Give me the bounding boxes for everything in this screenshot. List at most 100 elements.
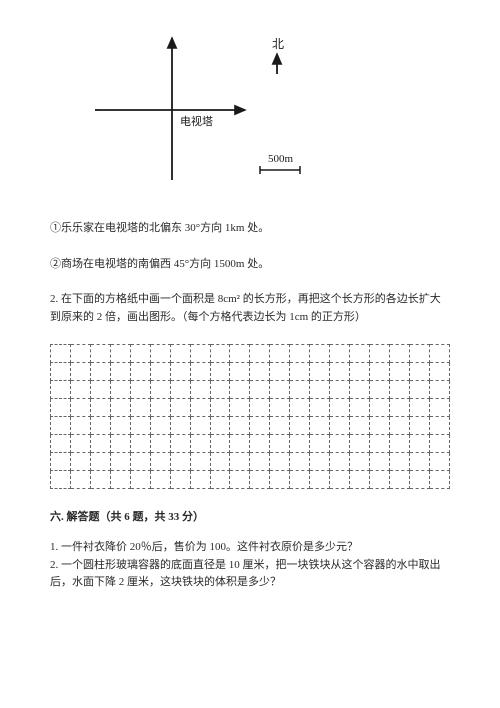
- q1-item1: ①乐乐家在电视塔的北偏东 30°方向 1km 处。: [50, 220, 450, 238]
- grid-cell: [210, 471, 230, 489]
- grid-cell: [350, 435, 370, 453]
- grid-cell: [110, 399, 130, 417]
- grid-cell: [370, 453, 390, 471]
- grid-cell: [409, 453, 429, 471]
- grid-cell: [270, 417, 290, 435]
- grid-cell: [110, 453, 130, 471]
- grid-cell: [429, 399, 449, 417]
- grid-cell: [370, 381, 390, 399]
- grid-cell: [150, 471, 170, 489]
- grid-cell: [290, 435, 310, 453]
- grid-cell: [130, 435, 150, 453]
- grid-cell: [230, 363, 250, 381]
- grid-cell: [270, 471, 290, 489]
- grid-cell: [150, 381, 170, 399]
- grid-cell: [370, 399, 390, 417]
- grid-cell: [51, 381, 71, 399]
- grid-cell: [370, 363, 390, 381]
- grid-cell: [230, 381, 250, 399]
- grid-cell: [429, 435, 449, 453]
- grid-cell: [290, 363, 310, 381]
- grid-cell: [270, 345, 290, 363]
- grid-cell: [190, 345, 210, 363]
- grid-cell: [90, 417, 110, 435]
- grid-cell: [429, 453, 449, 471]
- grid-cell: [70, 399, 90, 417]
- grid-cell: [210, 435, 230, 453]
- grid-cell: [290, 381, 310, 399]
- grid-cell: [190, 435, 210, 453]
- grid-cell: [330, 435, 350, 453]
- grid-cell: [389, 417, 409, 435]
- grid-cell: [170, 417, 190, 435]
- grid-cell: [230, 435, 250, 453]
- grid-cell: [310, 345, 330, 363]
- grid-cell: [190, 471, 210, 489]
- grid-cell: [330, 345, 350, 363]
- grid-cell: [330, 453, 350, 471]
- grid-cell: [70, 417, 90, 435]
- center-label: 电视塔: [180, 114, 213, 128]
- grid-cell: [250, 435, 270, 453]
- grid-cell: [51, 399, 71, 417]
- grid-cell: [51, 345, 71, 363]
- grid-cell: [310, 417, 330, 435]
- compass-diagram: 电视塔 北 500m: [90, 30, 330, 200]
- grid-cell: [51, 471, 71, 489]
- grid-cell: [330, 471, 350, 489]
- grid-cell: [70, 435, 90, 453]
- grid-cell: [409, 435, 429, 453]
- q6-2: 2. 一个圆柱形玻璃容器的底面直径是 10 厘米，把一块铁块从这个容器的水中取出…: [50, 557, 450, 592]
- grid-cell: [130, 345, 150, 363]
- grid-cell: [110, 417, 130, 435]
- grid-cell: [409, 399, 429, 417]
- grid-cell: [270, 435, 290, 453]
- q1-item2: ②商场在电视塔的南偏西 45°方向 1500m 处。: [50, 256, 450, 274]
- grid-cell: [250, 381, 270, 399]
- grid-cell: [90, 399, 110, 417]
- grid-cell: [389, 453, 409, 471]
- grid-cell: [230, 345, 250, 363]
- grid-cell: [330, 363, 350, 381]
- grid-cell: [130, 417, 150, 435]
- grid-cell: [429, 381, 449, 399]
- grid-cell: [310, 363, 330, 381]
- grid-cell: [70, 453, 90, 471]
- grid-cell: [310, 399, 330, 417]
- exam-page: 电视塔 北 500m ①乐乐家在电视塔的北偏东 30°方向 1km 处。 ②商场…: [0, 0, 500, 612]
- grid-cell: [230, 399, 250, 417]
- grid-cell: [330, 399, 350, 417]
- grid-cell: [90, 471, 110, 489]
- grid-cell: [170, 399, 190, 417]
- grid-cell: [170, 453, 190, 471]
- north-label: 北: [272, 37, 284, 51]
- grid-cell: [409, 381, 429, 399]
- grid-cell: [51, 453, 71, 471]
- grid-cell: [389, 381, 409, 399]
- grid-cell: [310, 471, 330, 489]
- grid-cell: [310, 435, 330, 453]
- scale-label: 500m: [268, 153, 294, 165]
- grid-cell: [230, 471, 250, 489]
- grid-cell: [250, 363, 270, 381]
- grid-cell: [270, 399, 290, 417]
- grid-cell: [330, 417, 350, 435]
- grid-cell: [70, 363, 90, 381]
- grid-cell: [70, 381, 90, 399]
- grid-cell: [70, 345, 90, 363]
- grid-cell: [210, 399, 230, 417]
- grid-cell: [290, 471, 310, 489]
- grid-cell: [409, 417, 429, 435]
- grid-cell: [210, 345, 230, 363]
- grid-cell: [429, 471, 449, 489]
- grid-cell: [210, 363, 230, 381]
- grid-paper: [50, 344, 450, 489]
- grid-cell: [409, 471, 429, 489]
- grid-cell: [150, 417, 170, 435]
- grid-cell: [350, 363, 370, 381]
- grid-cell: [170, 345, 190, 363]
- grid-cell: [150, 453, 170, 471]
- grid-cell: [90, 453, 110, 471]
- grid-cell: [70, 471, 90, 489]
- grid-cell: [310, 453, 330, 471]
